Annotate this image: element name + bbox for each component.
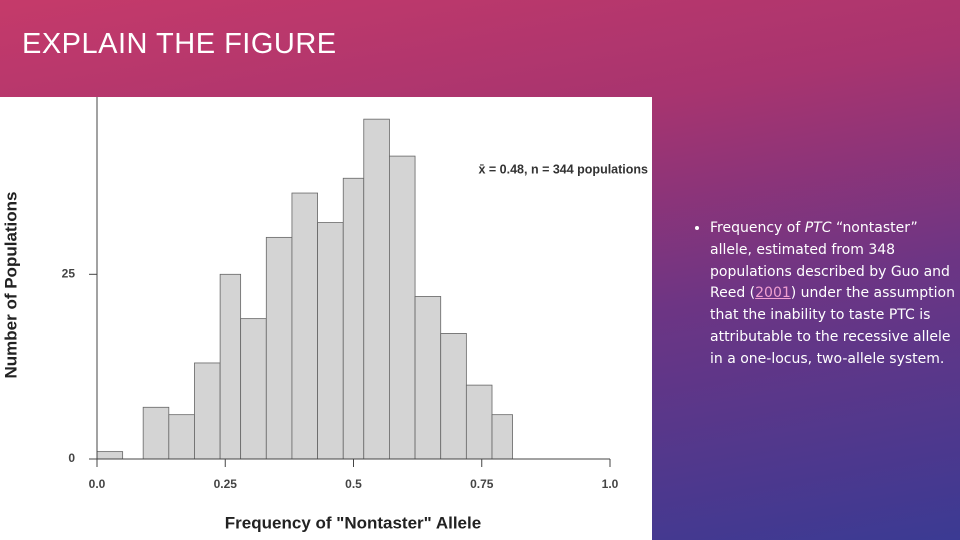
y-tick-label: 0 xyxy=(68,451,75,465)
bar xyxy=(142,406,170,460)
bar xyxy=(491,414,513,460)
bar xyxy=(342,177,365,460)
x-tick-label: 0.5 xyxy=(345,477,362,491)
text: Frequency of xyxy=(710,220,805,236)
x-tick-label: 1.0 xyxy=(602,477,619,491)
y-axis-label: Number of Populations xyxy=(1,192,20,379)
x-tick-label: 0.75 xyxy=(470,477,494,491)
bullet: Frequency of PTC “nontaster” allele, est… xyxy=(710,218,960,371)
x-axis-label: Frequency of "Nontaster" Allele xyxy=(225,513,481,532)
bullet-list: Frequency of PTC “nontaster” allele, est… xyxy=(688,218,960,371)
bar xyxy=(96,451,124,460)
citation-link[interactable]: 2001 xyxy=(755,285,791,302)
bar xyxy=(168,414,195,460)
bar xyxy=(317,222,344,460)
bar xyxy=(291,192,318,460)
bar xyxy=(363,118,390,460)
bar xyxy=(194,362,221,460)
slide-title: EXPLAIN THE FIGURE xyxy=(22,28,337,60)
bar xyxy=(389,155,416,460)
text: “nontaster” allele, estimated from 348 p… xyxy=(710,220,950,302)
bar xyxy=(240,318,267,460)
bar xyxy=(265,236,293,460)
x-tick-label: 0.25 xyxy=(214,477,238,491)
x-tick-label: 0.0 xyxy=(89,477,106,491)
bar xyxy=(440,333,467,460)
y-tick-label: 25 xyxy=(62,266,76,280)
text: ) under the assumption that the inabilit… xyxy=(710,285,955,367)
text: PTC xyxy=(804,220,832,236)
annotation: x̄ = 0.48, n = 344 populations xyxy=(478,162,648,176)
figure: x̄ = 0.48, n = 344 populations Frequency… xyxy=(1,97,649,533)
bar xyxy=(414,296,442,460)
bar xyxy=(219,273,242,460)
bar xyxy=(465,384,493,460)
